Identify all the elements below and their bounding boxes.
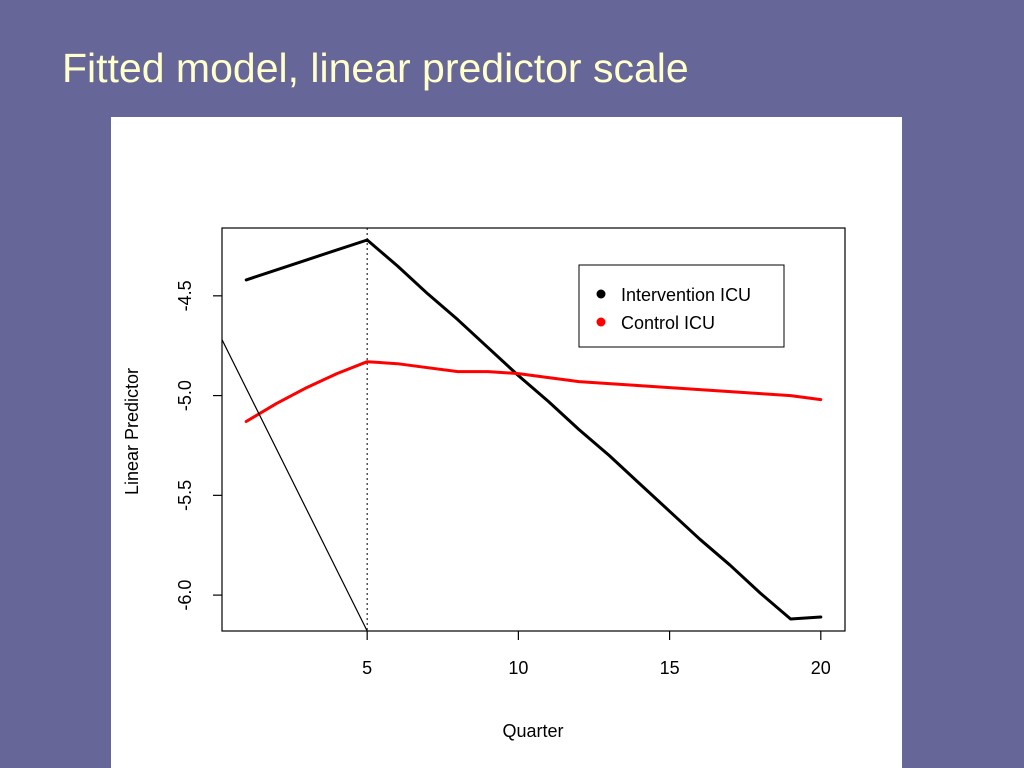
plot-panel: 5 10 15 20 -6.0 -5.5 -5.0 -4.5 Quarter Linear … (111, 117, 902, 768)
y-tick-label: -4.5 (175, 280, 195, 311)
x-tick-label: 10 (508, 658, 528, 678)
x-axis-label: Quarter (502, 721, 563, 741)
y-axis: -6.0 -5.5 -5.0 -4.5 (175, 280, 222, 611)
series-line-control-icu (244, 360, 823, 423)
y-axis-label: Linear Predictor (122, 368, 142, 495)
legend-label-control: Control ICU (621, 313, 715, 333)
line-chart: 5 10 15 20 -6.0 -5.5 -5.0 -4.5 Quarter Linear … (122, 227, 846, 741)
x-axis: 5 10 15 20 (362, 631, 831, 678)
series-line-reference (222, 339, 368, 631)
slide-title: Fitted model, linear predictor scale (62, 45, 689, 91)
x-tick-label: 5 (362, 658, 372, 678)
legend-marker-intervention (596, 289, 606, 299)
legend-label-intervention: Intervention ICU (621, 285, 751, 305)
series-line-intervention-icu (244, 238, 823, 621)
y-tick-label: -6.0 (175, 580, 195, 611)
legend-box (578, 264, 785, 348)
x-tick-label: 15 (660, 658, 680, 678)
series-group (222, 238, 823, 631)
legend: Intervention ICU Control ICU (578, 264, 785, 348)
x-tick-label: 20 (811, 658, 831, 678)
y-tick-label: -5.0 (175, 380, 195, 411)
plot-frame (221, 227, 846, 632)
y-tick-label: -5.5 (175, 480, 195, 511)
legend-marker-control (596, 317, 606, 327)
